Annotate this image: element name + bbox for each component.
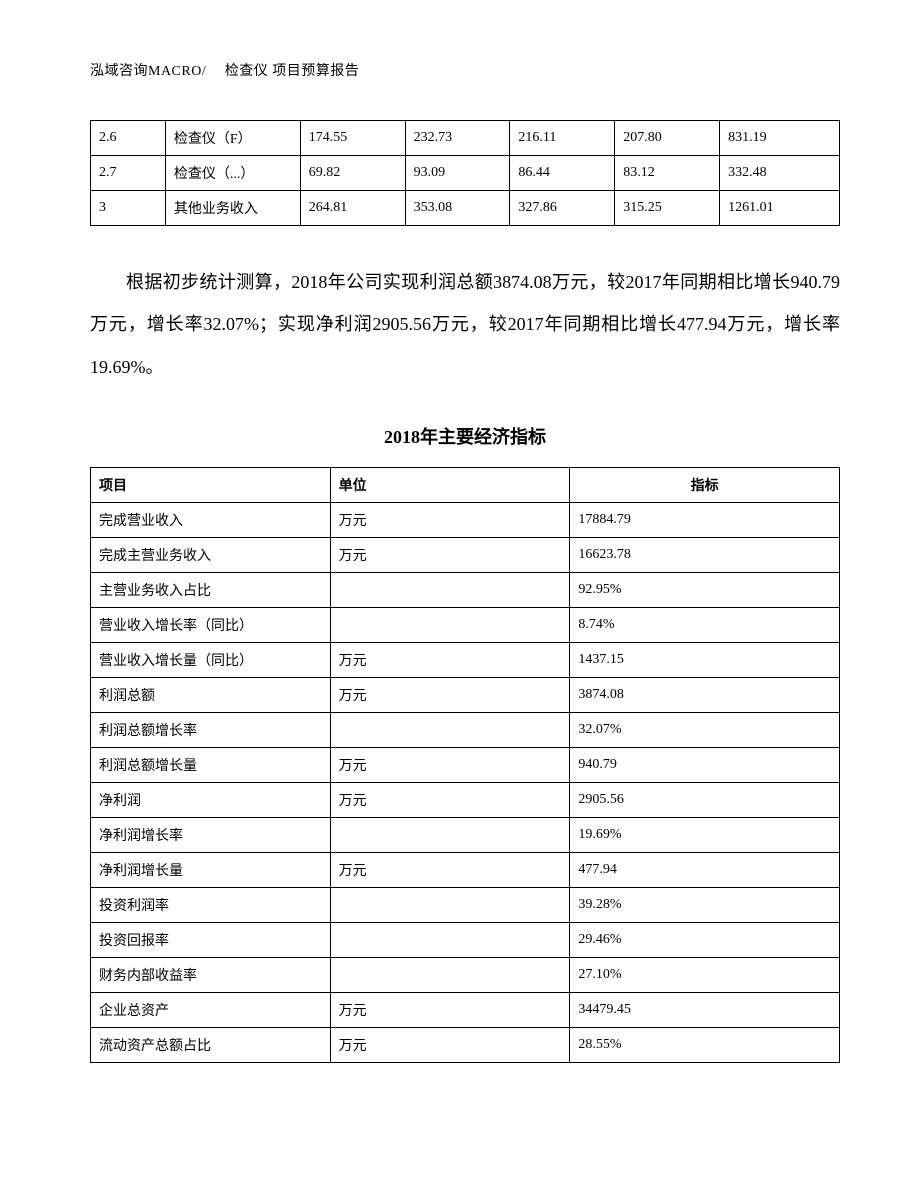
- cell: 流动资产总额占比: [91, 1027, 331, 1062]
- cell: 万元: [330, 642, 570, 677]
- cell: 检查仪（...）: [165, 156, 300, 191]
- cell: 万元: [330, 852, 570, 887]
- cell: 2.6: [91, 121, 166, 156]
- cell: 净利润: [91, 782, 331, 817]
- cell: 净利润增长量: [91, 852, 331, 887]
- cell: 企业总资产: [91, 992, 331, 1027]
- cell: 万元: [330, 782, 570, 817]
- cell: 940.79: [570, 747, 840, 782]
- cell: 利润总额增长率: [91, 712, 331, 747]
- cell: 93.09: [405, 156, 510, 191]
- cell: 8.74%: [570, 607, 840, 642]
- table-row: 利润总额 万元 3874.08: [91, 677, 840, 712]
- cell: 万元: [330, 992, 570, 1027]
- cell: [330, 922, 570, 957]
- cell: 1437.15: [570, 642, 840, 677]
- cell: [330, 607, 570, 642]
- cell: 315.25: [615, 191, 720, 226]
- cell: [330, 957, 570, 992]
- cell: 353.08: [405, 191, 510, 226]
- cell: 投资回报率: [91, 922, 331, 957]
- cell: [330, 712, 570, 747]
- cell: 28.55%: [570, 1027, 840, 1062]
- cell: 3: [91, 191, 166, 226]
- cell: 2.7: [91, 156, 166, 191]
- table-upper: 2.6 检查仪（F） 174.55 232.73 216.11 207.80 8…: [90, 120, 840, 226]
- section-title: 2018年主要经济指标: [90, 423, 840, 449]
- cell: 39.28%: [570, 887, 840, 922]
- table-row: 营业收入增长率（同比） 8.74%: [91, 607, 840, 642]
- cell: 利润总额: [91, 677, 331, 712]
- col-header: 指标: [570, 467, 840, 502]
- cell: 232.73: [405, 121, 510, 156]
- cell: 831.19: [720, 121, 840, 156]
- cell: 69.82: [300, 156, 405, 191]
- cell: 财务内部收益率: [91, 957, 331, 992]
- col-header: 项目: [91, 467, 331, 502]
- col-header: 单位: [330, 467, 570, 502]
- table-row: 财务内部收益率 27.10%: [91, 957, 840, 992]
- cell: 营业收入增长量（同比）: [91, 642, 331, 677]
- cell: 83.12: [615, 156, 720, 191]
- table-row: 投资回报率 29.46%: [91, 922, 840, 957]
- cell: 净利润增长率: [91, 817, 331, 852]
- cell: 2905.56: [570, 782, 840, 817]
- table-row: 完成主营业务收入 万元 16623.78: [91, 537, 840, 572]
- cell: 万元: [330, 677, 570, 712]
- table-row: 企业总资产 万元 34479.45: [91, 992, 840, 1027]
- cell: 17884.79: [570, 502, 840, 537]
- cell: 完成主营业务收入: [91, 537, 331, 572]
- cell: 完成营业收入: [91, 502, 331, 537]
- cell: 1261.01: [720, 191, 840, 226]
- cell: 216.11: [510, 121, 615, 156]
- cell: 332.48: [720, 156, 840, 191]
- table-row: 净利润 万元 2905.56: [91, 782, 840, 817]
- cell: 投资利润率: [91, 887, 331, 922]
- cell: [330, 572, 570, 607]
- cell: 327.86: [510, 191, 615, 226]
- cell: 万元: [330, 502, 570, 537]
- cell: 19.69%: [570, 817, 840, 852]
- body-paragraph: 根据初步统计测算，2018年公司实现利润总额3874.08万元，较2017年同期…: [90, 261, 840, 388]
- cell: [330, 887, 570, 922]
- table-row: 净利润增长率 19.69%: [91, 817, 840, 852]
- table-row: 投资利润率 39.28%: [91, 887, 840, 922]
- table-row: 主营业务收入占比 92.95%: [91, 572, 840, 607]
- table-row: 3 其他业务收入 264.81 353.08 327.86 315.25 126…: [91, 191, 840, 226]
- cell: [330, 817, 570, 852]
- cell: 营业收入增长率（同比）: [91, 607, 331, 642]
- table-metrics: 项目 单位 指标 完成营业收入 万元 17884.79 完成主营业务收入 万元 …: [90, 467, 840, 1063]
- page-header: 泓域咨询MACRO/ 检查仪 项目预算报告: [90, 60, 840, 80]
- table-row: 利润总额增长率 32.07%: [91, 712, 840, 747]
- table-row: 营业收入增长量（同比） 万元 1437.15: [91, 642, 840, 677]
- cell: 34479.45: [570, 992, 840, 1027]
- table-row: 完成营业收入 万元 17884.79: [91, 502, 840, 537]
- cell: 32.07%: [570, 712, 840, 747]
- cell: 174.55: [300, 121, 405, 156]
- cell: 3874.08: [570, 677, 840, 712]
- table-row: 2.7 检查仪（...） 69.82 93.09 86.44 83.12 332…: [91, 156, 840, 191]
- cell: 利润总额增长量: [91, 747, 331, 782]
- cell: 检查仪（F）: [165, 121, 300, 156]
- cell: 万元: [330, 1027, 570, 1062]
- cell: 86.44: [510, 156, 615, 191]
- cell: 主营业务收入占比: [91, 572, 331, 607]
- table-row: 净利润增长量 万元 477.94: [91, 852, 840, 887]
- cell: 27.10%: [570, 957, 840, 992]
- table-row: 流动资产总额占比 万元 28.55%: [91, 1027, 840, 1062]
- table-header-row: 项目 单位 指标: [91, 467, 840, 502]
- cell: 477.94: [570, 852, 840, 887]
- cell: 万元: [330, 747, 570, 782]
- cell: 207.80: [615, 121, 720, 156]
- cell: 29.46%: [570, 922, 840, 957]
- cell: 16623.78: [570, 537, 840, 572]
- cell: 万元: [330, 537, 570, 572]
- cell: 264.81: [300, 191, 405, 226]
- cell: 其他业务收入: [165, 191, 300, 226]
- table-row: 2.6 检查仪（F） 174.55 232.73 216.11 207.80 8…: [91, 121, 840, 156]
- cell: 92.95%: [570, 572, 840, 607]
- page-container: 泓域咨询MACRO/ 检查仪 项目预算报告 2.6 检查仪（F） 174.55 …: [0, 0, 920, 1123]
- table-row: 利润总额增长量 万元 940.79: [91, 747, 840, 782]
